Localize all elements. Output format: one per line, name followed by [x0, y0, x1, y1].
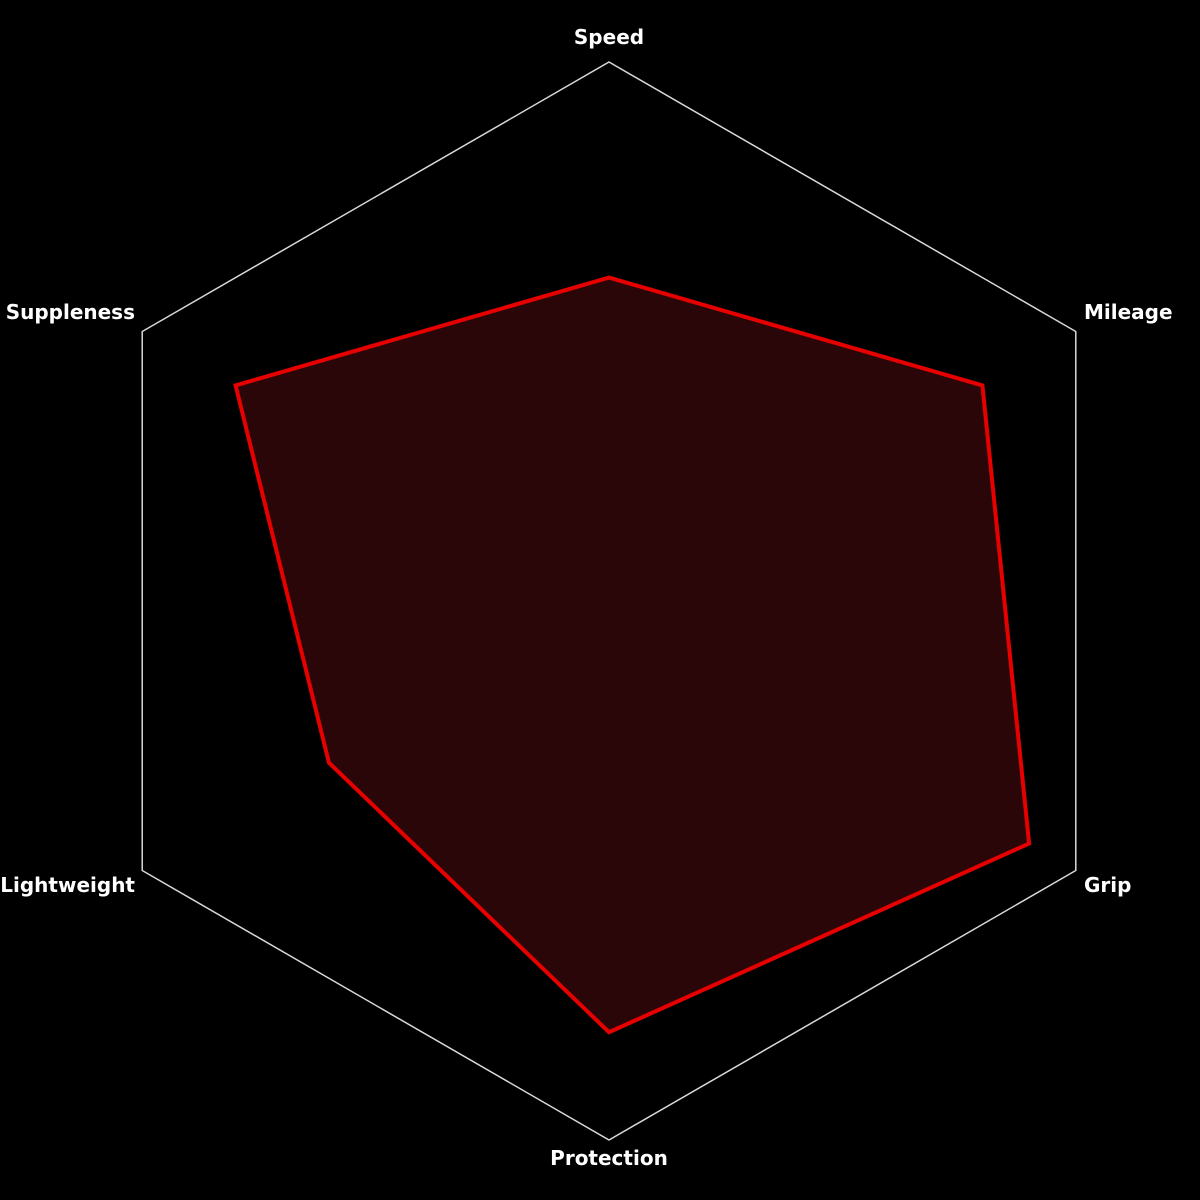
axis-label-mileage: Mileage: [1084, 300, 1173, 324]
axis-label-suppleness: Suppleness: [6, 300, 135, 324]
axis-label-protection: Protection: [550, 1146, 668, 1170]
radar-grid-hexagon: [141, 61, 1077, 1141]
radar-series-area: [233, 275, 1032, 1035]
axis-label-speed: Speed: [574, 25, 644, 49]
axis-label-grip: Grip: [1084, 873, 1131, 897]
axis-label-lightweight: Lightweight: [0, 873, 135, 897]
